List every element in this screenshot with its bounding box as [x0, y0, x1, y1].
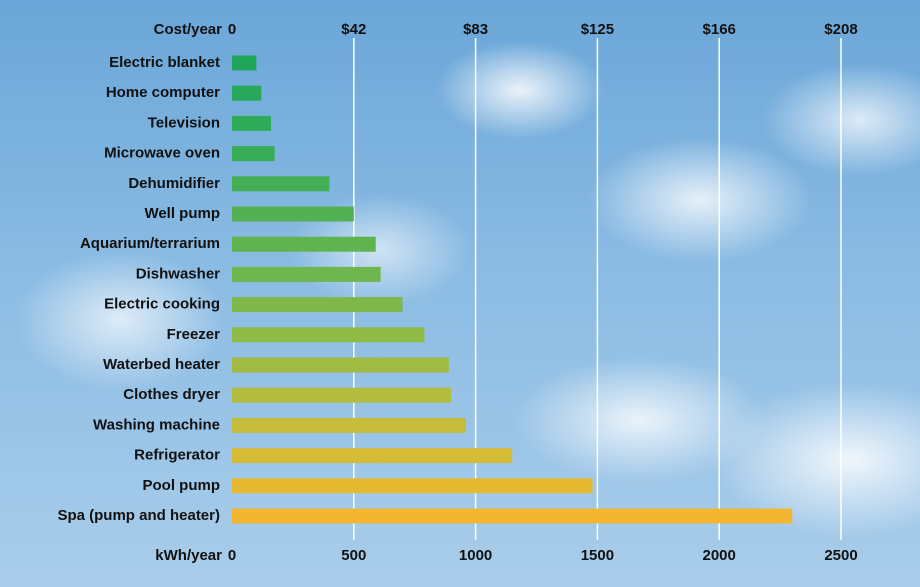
x-tick-label: 2500	[824, 547, 857, 564]
bar	[232, 327, 425, 343]
bar	[232, 387, 452, 403]
bar	[232, 85, 262, 101]
bottom-axis-label: kWh/year	[155, 547, 222, 564]
bar	[232, 357, 449, 373]
x2-tick-label: $83	[463, 21, 488, 38]
y-tick-label: Washing machine	[93, 416, 220, 433]
y-tick-label: Television	[148, 114, 220, 131]
x2-tick-label: $42	[341, 21, 366, 38]
y-tick-label: Electric cooking	[104, 296, 220, 313]
top-axis-label: Cost/year	[154, 21, 223, 38]
x-tick-label: 0	[228, 547, 236, 564]
y-tick-label: Waterbed heater	[103, 356, 220, 373]
y-tick-label: Refrigerator	[134, 447, 220, 464]
x2-tick-label: $166	[703, 21, 736, 38]
bar	[232, 146, 275, 162]
bar	[232, 266, 381, 282]
bar	[232, 417, 466, 433]
bar	[232, 448, 513, 464]
x-tick-label: 2000	[703, 547, 736, 564]
y-tick-label: Clothes dryer	[123, 386, 220, 403]
y-tick-label: Well pump	[144, 205, 220, 222]
x2-tick-label: 0	[228, 21, 236, 38]
y-tick-label: Spa (pump and heater)	[57, 507, 220, 524]
y-tick-label: Home computer	[106, 84, 220, 101]
bar	[232, 206, 354, 222]
bar	[232, 115, 271, 131]
y-tick-label: Dehumidifier	[128, 175, 220, 192]
bar	[232, 508, 793, 524]
x-tick-label: 1000	[459, 547, 492, 564]
bar	[232, 297, 403, 313]
y-tick-label: Microwave oven	[104, 145, 220, 162]
bar	[232, 236, 376, 252]
y-tick-label: Pool pump	[143, 477, 221, 494]
x-tick-label: 500	[341, 547, 366, 564]
y-tick-label: Dishwasher	[136, 265, 220, 282]
x-tick-label: 1500	[581, 547, 614, 564]
bar	[232, 176, 330, 192]
y-tick-label: Aquarium/terrarium	[80, 235, 220, 252]
bar	[232, 55, 257, 71]
x2-tick-label: $208	[824, 21, 857, 38]
x2-tick-label: $125	[581, 21, 614, 38]
y-tick-label: Freezer	[167, 326, 221, 343]
y-tick-label: Electric blanket	[109, 54, 220, 71]
bar	[232, 478, 593, 494]
